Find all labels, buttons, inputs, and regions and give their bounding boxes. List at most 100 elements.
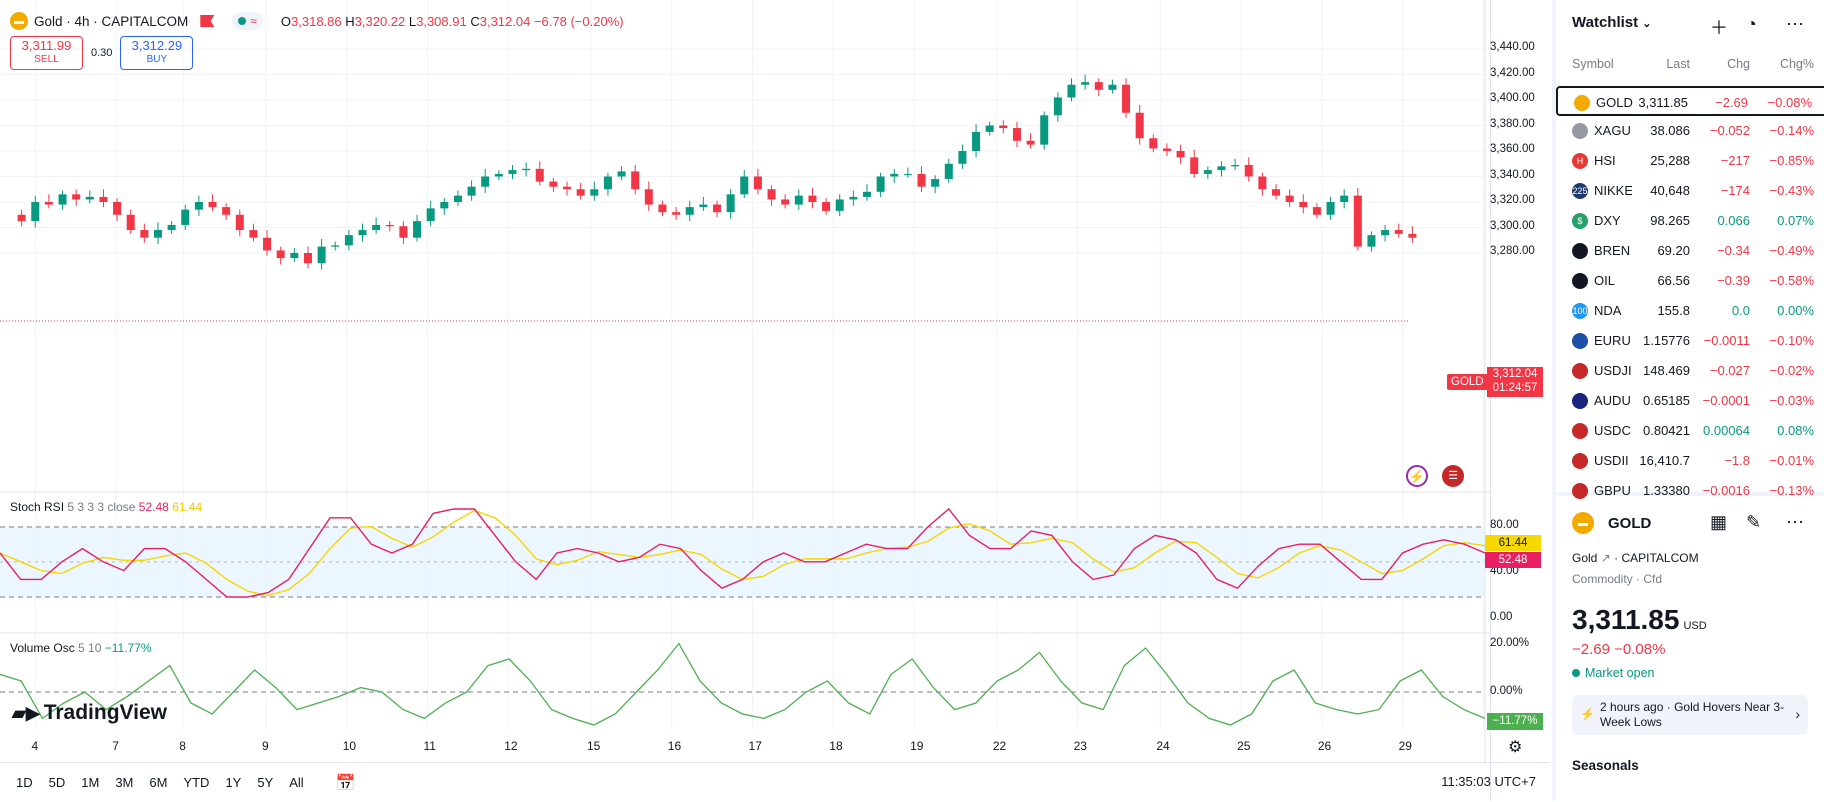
symbol-icon [1572,363,1588,379]
candle-body [1299,202,1308,208]
timeframe-all[interactable]: All [289,775,304,790]
panel-divider[interactable] [1556,492,1824,496]
symbol-icon: $ [1572,213,1588,229]
time-tick: 7 [112,739,119,753]
symbol-icon [1572,423,1588,439]
timeframe-1m[interactable]: 1M [81,775,100,790]
candle-body [413,221,422,238]
symbol-icon [1572,123,1588,139]
column-last[interactable]: Last [1666,57,1690,71]
flag-icon[interactable] [200,15,215,27]
watchlist-row[interactable]: USDJI 148.469 −0.027 −0.02% [1556,356,1824,386]
candle-body [1353,195,1362,247]
row-chg: −0.39 [1717,273,1750,288]
candle-body [344,235,353,246]
advanced-view-icon[interactable]: ◔ [1746,14,1757,34]
row-chgp: −0.03% [1769,393,1814,408]
buy-button[interactable]: 3,312.29 BUY [120,36,194,70]
timeframe-3m[interactable]: 3M [115,775,134,790]
row-symbol: XAGU [1594,123,1631,138]
news-card[interactable]: ⚡ 2 hours ago · Gold Hovers Near 3-Week … [1572,695,1808,735]
candle-body [1162,148,1171,151]
candle-body [317,246,326,264]
date-range-icon[interactable]: 📅 [335,774,356,792]
watchlist-row[interactable]: $ DXY 98.265 0.066 0.07% [1556,206,1824,236]
time-tick: 19 [910,739,924,753]
chart-canvas[interactable] [0,0,1490,762]
column-symbol[interactable]: Symbol [1572,57,1614,71]
time-axis[interactable]: 4 7 8 9 10 11 12 15 16 17 18 19 22 23 24 25 26 29 [0,735,1485,759]
watchlist-row[interactable]: 225 NIKKE 40,648 −174 −0.43% [1556,176,1824,206]
timeframe-1d[interactable]: 1D [16,775,33,790]
candle-body [167,224,176,231]
candle-body [849,196,858,200]
symbol-icon: 225 [1572,183,1588,199]
row-chg: 0.00064 [1703,423,1750,438]
more-icon[interactable]: ⋯ [1786,512,1804,532]
watchlist-title[interactable]: Watchlist ⌄ [1572,14,1652,31]
column-chg[interactable]: Chg [1727,57,1750,71]
row-chg: −0.052 [1709,123,1750,138]
settings-gear-icon[interactable]: ⚙ [1508,739,1523,756]
row-last: 148.469 [1643,363,1690,378]
column-chgp[interactable]: Chg% [1779,57,1814,71]
row-last: 98.265 [1650,213,1690,228]
row-symbol: USDC [1594,423,1631,438]
add-symbol-icon[interactable]: ＋ [1710,18,1728,38]
candle-body [658,204,667,213]
tradingview-logo[interactable]: ▰▶ TradingView [12,701,168,724]
watchlist-row[interactable]: GBPU 1.33380 −0.0016 −0.13% [1556,476,1824,506]
watchlist-row[interactable]: XAGU 38.086 −0.052 −0.14% [1556,116,1824,146]
row-symbol: NIKKE [1594,183,1632,198]
bottom-toolbar: 1D 5D 1M 3M 6M YTD 1Y 5Y All 📅 11:35:03 UTC+7 [0,762,1550,802]
watchlist-row[interactable]: AUDU 0.65185 −0.0001 −0.03% [1556,386,1824,416]
candle-body [644,189,653,205]
grid-view-icon[interactable]: ▦ [1710,512,1728,532]
watchlist-row[interactable]: BREN 69.20 −0.34 −0.49% [1556,236,1824,266]
candle-body [999,125,1008,129]
symbol-legend[interactable]: ▬ Gold · 4h · CAPITALCOM ≈ O3,318.86 H3,… [10,10,624,32]
chart-area[interactable]: ▬ Gold · 4h · CAPITALCOM ≈ O3,318.86 H3,… [0,0,1543,801]
stoch-rsi-legend[interactable]: Stoch RSI 5 3 3 3 close 52.48 61.44 [10,500,203,514]
candle-body [631,171,640,190]
watchlist-row[interactable]: 100 NDA 155.8 0.0 0.00% [1556,296,1824,326]
symbol-icon [1572,483,1588,499]
timeframe-5y[interactable]: 5Y [257,775,274,790]
row-chgp: 0.00% [1777,303,1814,318]
watchlist-row[interactable]: EURU 1.15776 −0.0011 −0.10% [1556,326,1824,356]
edit-note-icon[interactable]: ✎ [1746,512,1762,532]
volosc-axis-0: 0.00% [1490,685,1523,697]
row-chg: 0.066 [1717,213,1750,228]
lightning-icon[interactable]: ⚡ [1406,465,1428,487]
clock[interactable]: 11:35:03 UTC+7 [1441,774,1536,789]
symbol-title[interactable]: Gold · 4h · CAPITALCOM [34,13,189,29]
watchlist-row[interactable]: USDC 0.80421 0.00064 0.08% [1556,416,1824,446]
tradingview-logo-icon: ▰▶ [12,702,40,723]
us-flag-icon[interactable]: ☰ [1442,465,1464,487]
timeframe-6m[interactable]: 6M [149,775,168,790]
candle-body [985,125,994,132]
candle-body [890,173,899,177]
more-icon[interactable]: ⋯ [1786,14,1804,34]
watchlist-row[interactable]: H HSI 25,288 −217 −0.85% [1556,146,1824,176]
watchlist-row[interactable]: OIL 66.56 −0.39 −0.58% [1556,266,1824,296]
candle-body [576,189,585,196]
candle-body [672,212,681,215]
row-chg: −217 [1720,153,1750,168]
candle-body [1217,166,1226,171]
symbol-icon [1572,273,1588,289]
row-symbol: GOLD [1596,95,1633,110]
candle-body [249,230,258,238]
external-link-icon[interactable]: ↗ [1600,551,1611,565]
sell-button[interactable]: 3,311.99 SELL [10,36,83,70]
timeframe-5d[interactable]: 5D [48,775,66,790]
watchlist-row[interactable]: GOLD 3,311.85 −2.69 −0.08% [1556,86,1824,116]
market-status-pill[interactable]: ≈ [232,12,263,30]
seasonals-title[interactable]: Seasonals [1572,758,1639,773]
timeframe-1y[interactable]: 1Y [225,775,242,790]
volume-osc-legend[interactable]: Volume Osc 5 10 −11.77% [10,641,152,655]
timeframe-ytd[interactable]: YTD [183,775,210,790]
watchlist-row[interactable]: USDII 16,410.7 −1.8 −0.01% [1556,446,1824,476]
candle-body [603,176,612,190]
candle-body [208,202,217,208]
